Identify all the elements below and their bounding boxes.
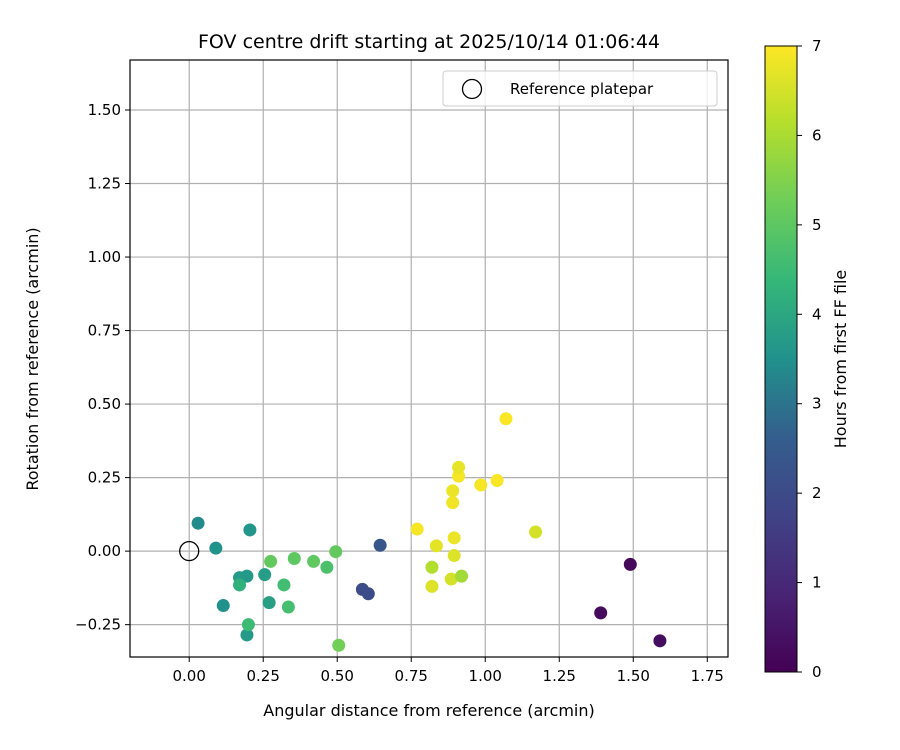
data-point bbox=[447, 531, 461, 545]
x-tick-label: 1.50 bbox=[617, 667, 650, 685]
data-point bbox=[410, 522, 424, 536]
data-point bbox=[447, 549, 461, 563]
data-point bbox=[216, 599, 230, 613]
scatter-points bbox=[191, 412, 667, 652]
y-axis-ticks: −0.25 0.00 0.25 0.50 0.75 1.00 1.25 1.50 bbox=[75, 101, 130, 634]
data-point bbox=[281, 600, 295, 614]
data-point bbox=[233, 578, 247, 592]
data-point bbox=[258, 568, 272, 582]
y-tick-label: 0.00 bbox=[88, 542, 121, 560]
data-point bbox=[243, 523, 257, 537]
data-point bbox=[455, 569, 469, 583]
data-point bbox=[264, 554, 278, 568]
y-tick-label: 1.00 bbox=[88, 248, 121, 266]
data-point bbox=[425, 579, 439, 593]
data-point bbox=[452, 460, 466, 474]
x-tick-label: 0.25 bbox=[247, 667, 280, 685]
x-axis-ticks: 0.00 0.25 0.50 0.75 1.00 1.25 1.50 1.75 bbox=[173, 657, 724, 685]
data-point bbox=[429, 539, 443, 553]
colorbar-tick-label: 3 bbox=[812, 395, 822, 413]
y-axis-label: Rotation from reference (arcmin) bbox=[23, 227, 42, 490]
reference-platepar-marker bbox=[179, 540, 200, 562]
x-tick-label: 0.00 bbox=[173, 667, 206, 685]
legend-box bbox=[442, 70, 718, 107]
colorbar: 0 1 2 3 4 5 6 7 Hours from first FF file bbox=[764, 37, 850, 681]
y-tick-label: −0.25 bbox=[75, 616, 121, 634]
colorbar-bar bbox=[764, 45, 798, 673]
data-point bbox=[329, 545, 343, 559]
data-point bbox=[287, 551, 301, 565]
y-tick-label: 0.25 bbox=[88, 469, 121, 487]
reference-marker-layer bbox=[179, 540, 200, 562]
data-point bbox=[653, 634, 667, 648]
x-tick-label: 1.25 bbox=[543, 667, 576, 685]
x-tick-label: 0.50 bbox=[321, 667, 354, 685]
x-tick-label: 1.75 bbox=[691, 667, 724, 685]
chart-title: FOV centre drift starting at 2025/10/14 … bbox=[198, 31, 660, 53]
legend: Reference platepar bbox=[442, 70, 718, 107]
colorbar-ticks: 0 1 2 3 4 5 6 7 bbox=[797, 37, 822, 681]
data-point bbox=[209, 541, 223, 555]
data-point bbox=[241, 618, 255, 632]
data-point bbox=[444, 572, 458, 586]
data-point bbox=[446, 484, 460, 498]
colorbar-tick-label: 5 bbox=[812, 216, 822, 234]
data-point bbox=[474, 478, 488, 492]
x-tick-label: 0.75 bbox=[395, 667, 428, 685]
colorbar-label: Hours from first FF file bbox=[831, 270, 850, 449]
colorbar-tick-label: 0 bbox=[812, 663, 822, 681]
colorbar-tick-label: 1 bbox=[812, 574, 822, 592]
data-point bbox=[373, 538, 387, 552]
data-point bbox=[594, 606, 608, 620]
grid-lines bbox=[130, 60, 728, 657]
legend-reference-marker bbox=[461, 78, 483, 100]
colorbar-tick-label: 4 bbox=[812, 305, 822, 323]
data-point bbox=[240, 569, 254, 583]
data-point bbox=[320, 560, 334, 574]
colorbar-tick-label: 7 bbox=[812, 37, 822, 55]
data-point bbox=[361, 587, 375, 601]
data-point bbox=[277, 578, 291, 592]
data-point bbox=[332, 638, 346, 652]
data-point bbox=[490, 474, 504, 488]
y-tick-label: 0.75 bbox=[88, 322, 121, 340]
data-point bbox=[240, 628, 254, 642]
legend-reference-label: Reference platepar bbox=[510, 80, 654, 98]
x-tick-label: 1.00 bbox=[469, 667, 502, 685]
colorbar-tick-label: 2 bbox=[812, 484, 822, 502]
data-point bbox=[425, 560, 439, 574]
y-tick-label: 1.50 bbox=[88, 101, 121, 119]
y-tick-label: 0.50 bbox=[88, 395, 121, 413]
y-tick-label: 1.25 bbox=[88, 175, 121, 193]
colorbar-tick-label: 6 bbox=[812, 126, 822, 144]
x-axis-label: Angular distance from reference (arcmin) bbox=[263, 701, 594, 720]
data-point bbox=[529, 525, 543, 539]
data-point bbox=[499, 412, 513, 426]
data-point bbox=[446, 496, 460, 510]
data-point bbox=[191, 516, 205, 530]
data-point bbox=[623, 557, 637, 571]
plot-frame bbox=[129, 59, 729, 658]
data-point bbox=[262, 596, 276, 610]
data-point bbox=[307, 554, 321, 568]
